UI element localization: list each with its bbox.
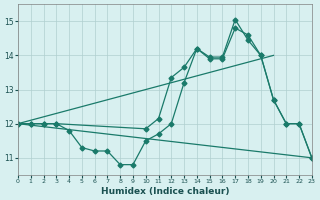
X-axis label: Humidex (Indice chaleur): Humidex (Indice chaleur) bbox=[101, 187, 229, 196]
